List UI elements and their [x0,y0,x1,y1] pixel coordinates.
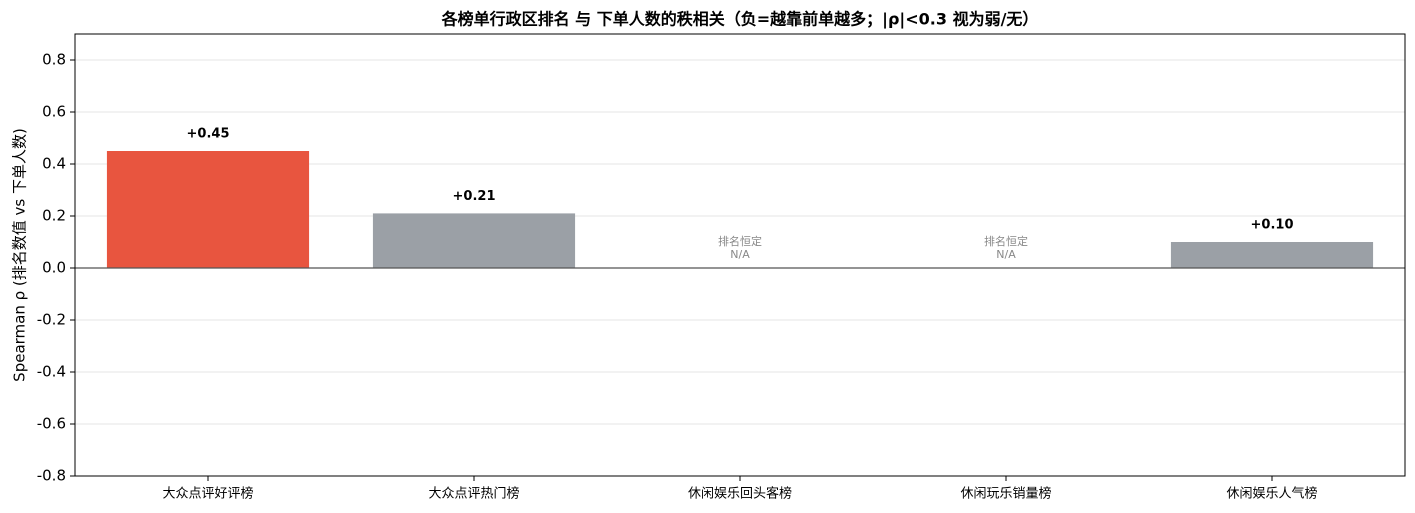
bar [106,151,310,268]
x-tick-label: 休闲玩乐销量榜 [960,486,1051,502]
y-tick-label: 0.0 [42,259,66,277]
plot-frame [74,33,1406,477]
bar-note: 排名恒定 [718,234,762,248]
y-tick-label: -0.8 [37,467,66,485]
y-tick-label: -0.4 [37,363,66,381]
x-tick-label: 休闲娱乐回头客榜 [688,486,792,502]
x-tick-label: 大众点评热门榜 [428,486,519,502]
bar [372,213,576,268]
y-tick-label: 0.8 [42,51,66,69]
y-tick-label: -0.2 [37,311,66,329]
bar-note: 排名恒定 [984,234,1028,248]
x-tick-label: 休闲娱乐人气榜 [1226,486,1317,502]
value-label: N/A [730,248,750,261]
y-tick-label: 0.2 [42,207,66,225]
value-label: +0.10 [1251,218,1294,233]
y-axis-label: Spearman ρ (排名数值 vs 下单人数) [11,128,29,382]
value-label: +0.45 [187,127,230,142]
y-tick-label: 0.6 [42,103,66,121]
y-tick-label: -0.6 [37,415,66,433]
bar [1170,242,1374,268]
chart-title: 各榜单行政区排名 与 下单人数的秩相关（负=越靠前单越多；|ρ|<0.3 视为弱… [441,10,1039,30]
y-tick-label: 0.4 [42,155,66,173]
value-label: +0.21 [453,189,496,204]
value-label: N/A [996,248,1016,261]
x-tick-label: 大众点评好评榜 [162,486,253,502]
